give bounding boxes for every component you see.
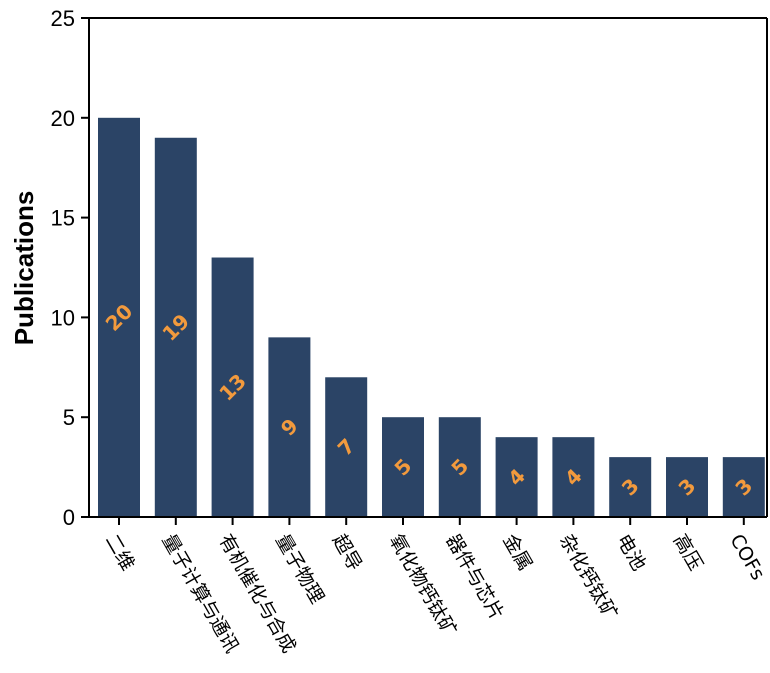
y-tick-label: 5 bbox=[63, 405, 75, 430]
bar bbox=[438, 417, 481, 517]
y-ticks-group: 0 5 10 15 20 25 bbox=[51, 6, 89, 530]
x-category-label: 二维 bbox=[101, 531, 139, 575]
y-tick-label: 15 bbox=[51, 206, 75, 231]
y-tick-label: 25 bbox=[51, 6, 75, 31]
y-axis-label: Publications bbox=[9, 191, 39, 346]
bar bbox=[154, 137, 197, 517]
bars-group bbox=[98, 117, 765, 518]
x-category-label: COFs bbox=[725, 531, 769, 584]
y-tick-label: 10 bbox=[51, 305, 75, 330]
bar bbox=[325, 377, 368, 517]
bar bbox=[268, 337, 311, 517]
x-category-label: 高压 bbox=[669, 531, 707, 575]
y-tick-label: 20 bbox=[51, 106, 75, 131]
x-category-label: 量子物理 bbox=[271, 531, 328, 608]
bar bbox=[211, 257, 254, 517]
bar bbox=[666, 457, 708, 517]
axes-group bbox=[88, 17, 768, 518]
x-category-label: 器件与芯片 bbox=[441, 531, 508, 624]
x-category-label: 电池 bbox=[612, 531, 650, 575]
bar bbox=[382, 417, 424, 517]
y-tick-label: 0 bbox=[63, 505, 75, 530]
x-category-label: 杂化钙钛矿 bbox=[555, 531, 622, 624]
x-category-label: 超导 bbox=[328, 531, 366, 575]
bar bbox=[98, 117, 140, 518]
bar bbox=[722, 457, 765, 517]
bar bbox=[552, 437, 595, 517]
bar bbox=[495, 437, 538, 517]
x-category-label: 金属 bbox=[498, 531, 536, 575]
bar bbox=[609, 457, 652, 517]
